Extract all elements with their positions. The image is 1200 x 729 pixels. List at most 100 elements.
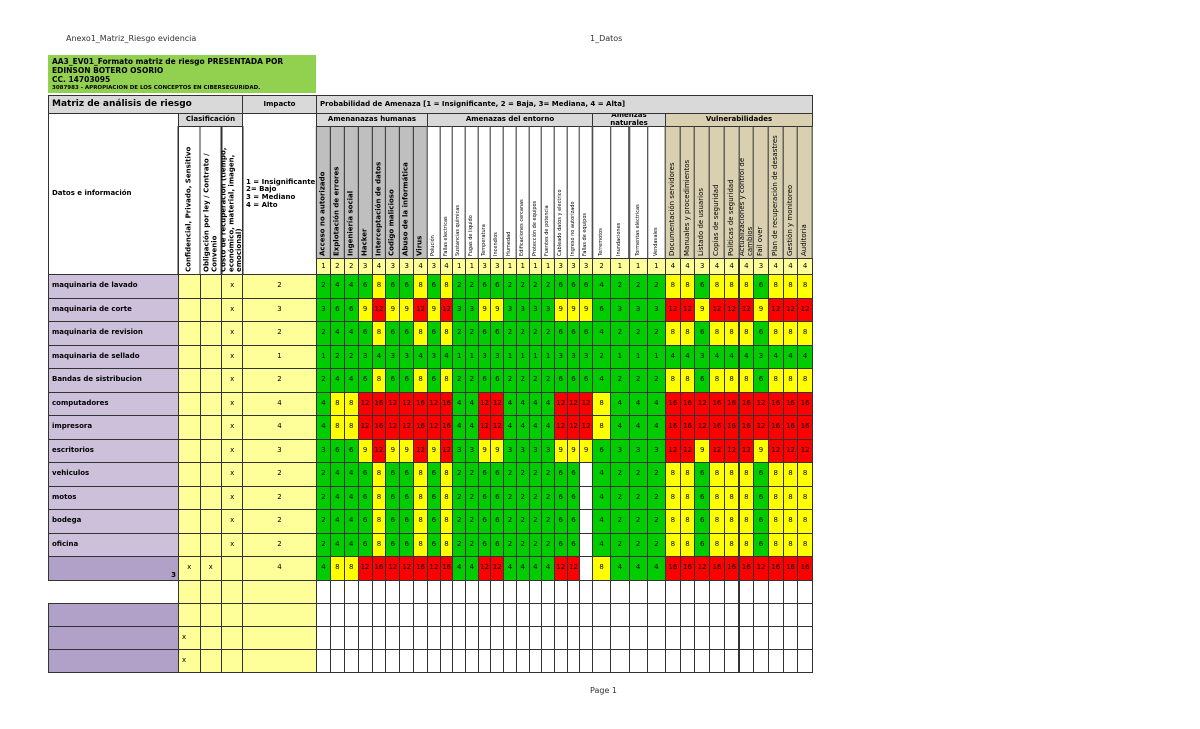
risk-cell [694, 626, 711, 650]
risk-cell [528, 626, 543, 650]
risk-cell: 8 [797, 509, 813, 534]
risk-cell: 6 [427, 274, 441, 299]
risk-cell: 6 [566, 532, 581, 557]
risk-cell: 16 [413, 556, 428, 581]
probability-cell: 4 [782, 258, 799, 275]
risk-cell: 6 [385, 321, 401, 346]
risk-cell: 3 [427, 344, 441, 369]
risk-cell: 6 [753, 368, 769, 393]
risk-cell: 9 [694, 297, 711, 322]
risk-cell: 8 [439, 485, 454, 510]
risk-cell: 16 [797, 391, 813, 416]
classification-mark [199, 297, 222, 322]
risk-cell: 6 [553, 321, 568, 346]
risk-cell: 2 [465, 462, 479, 487]
risk-cell: 6 [385, 462, 401, 487]
classification-mark: x [221, 462, 244, 487]
row-name: maquinaria de lavado [48, 274, 179, 299]
risk-cell [628, 603, 648, 627]
risk-cell: 12 [357, 556, 373, 581]
risk-cell: 2 [628, 509, 648, 534]
risk-cell: 8 [413, 532, 428, 557]
row-name [48, 580, 179, 604]
risk-cell: 9 [753, 438, 769, 463]
threat-column: Plan de recuperación de desastres [767, 126, 784, 259]
risk-cell: 6 [385, 485, 401, 510]
risk-cell: 16 [797, 556, 813, 581]
risk-cell: 2 [528, 532, 543, 557]
risk-cell: 4 [610, 391, 630, 416]
risk-cell: 6 [357, 509, 373, 534]
risk-cell: 6 [357, 532, 373, 557]
risk-cell [709, 649, 725, 673]
risk-cell: 6 [427, 532, 441, 557]
impact-value [242, 626, 317, 650]
risk-cell [592, 626, 612, 650]
risk-cell: 2 [628, 462, 648, 487]
risk-cell: 12 [477, 556, 492, 581]
risk-cell [723, 649, 740, 673]
risk-cell: 6 [753, 532, 769, 557]
risk-cell: 12 [439, 438, 454, 463]
risk-cell [503, 626, 517, 650]
risk-cell: 12 [413, 438, 428, 463]
risk-cell: 12 [709, 438, 725, 463]
impact-value: 1 [242, 344, 317, 369]
risk-cell: 2 [541, 509, 555, 534]
risk-cell: 9 [490, 438, 505, 463]
risk-cell: 2 [503, 274, 517, 299]
risk-cell: 6 [357, 274, 373, 299]
risk-cell [797, 626, 813, 650]
title-box: AA3_EV01_Formato matriz de riesgo PRESEN… [48, 55, 316, 93]
risk-cell: 2 [316, 509, 331, 534]
risk-cell [399, 649, 415, 673]
risk-cell: 8 [439, 368, 454, 393]
risk-cell [316, 603, 331, 627]
classification-mark [178, 321, 201, 346]
risk-cell [490, 626, 505, 650]
risk-cell [553, 649, 568, 673]
risk-cell: 8 [665, 532, 681, 557]
probability-cell: 1 [628, 258, 648, 275]
risk-cell: 2 [515, 462, 530, 487]
risk-cell [797, 603, 813, 627]
probability-cell: 3 [753, 258, 769, 275]
risk-cell: 4 [628, 556, 648, 581]
risk-cell: 8 [767, 485, 784, 510]
risk-cell: 4 [515, 556, 530, 581]
probability-cell: 1 [465, 258, 479, 275]
risk-cell: 6 [566, 485, 581, 510]
risk-cell: 2 [610, 532, 630, 557]
risk-cell [357, 580, 373, 604]
risk-cell [723, 580, 740, 604]
risk-cell [316, 580, 331, 604]
risk-cell: 4 [329, 532, 345, 557]
risk-cell: 2 [541, 274, 555, 299]
risk-cell: 4 [592, 462, 612, 487]
risk-cell: 12 [371, 438, 387, 463]
impact-value [242, 580, 317, 604]
risk-cell [515, 626, 530, 650]
risk-cell: 16 [371, 556, 387, 581]
risk-cell: 8 [371, 368, 387, 393]
risk-cell: 8 [413, 368, 428, 393]
risk-cell: 6 [427, 321, 441, 346]
impact-value: 2 [242, 462, 317, 487]
classification-mark [199, 321, 222, 346]
risk-cell: 2 [515, 485, 530, 510]
title-line: EDINSON BOTERO OSORIO [52, 66, 164, 75]
risk-cell: 16 [709, 391, 725, 416]
risk-cell: 8 [413, 321, 428, 346]
risk-cell: 8 [679, 321, 696, 346]
risk-cell [452, 580, 467, 604]
threat-column: Humedad [503, 126, 517, 259]
risk-cell: 8 [592, 415, 612, 440]
probability-cell: 4 [797, 258, 813, 275]
classification-mark [178, 344, 201, 369]
risk-cell: 6 [399, 485, 415, 510]
risk-cell: 6 [566, 321, 581, 346]
risk-cell [694, 603, 711, 627]
risk-cell: 4 [452, 556, 467, 581]
risk-cell: 8 [723, 274, 740, 299]
risk-cell: 12 [694, 415, 711, 440]
